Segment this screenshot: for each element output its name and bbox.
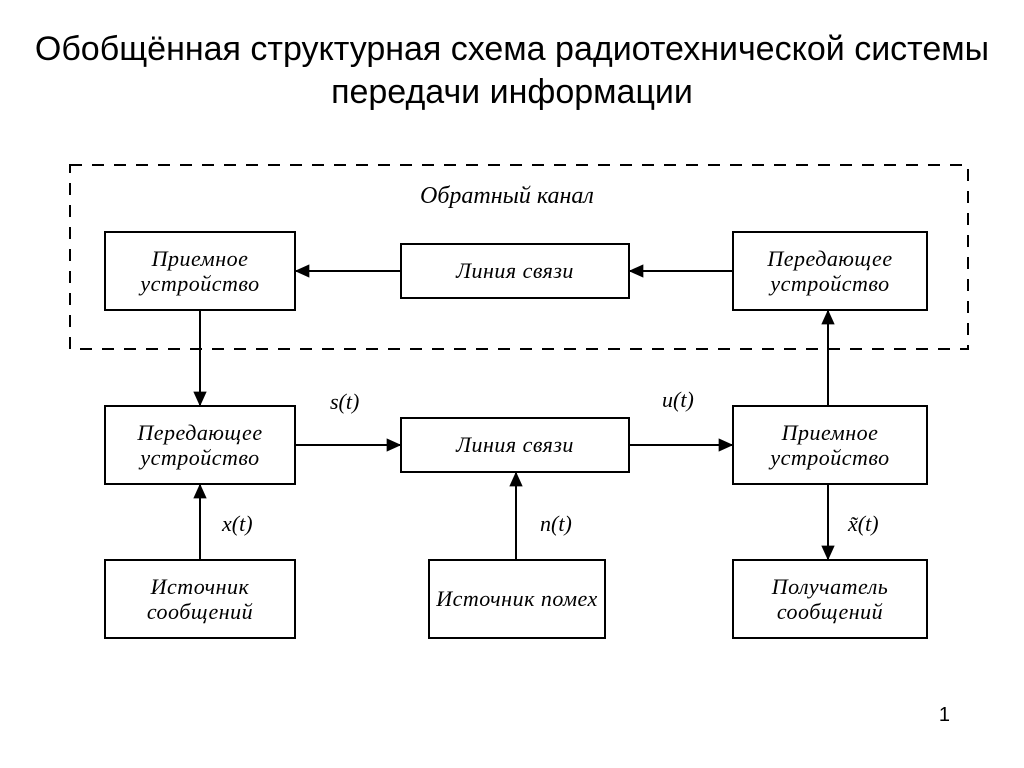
page-number: 1 bbox=[939, 704, 950, 727]
diagram-stage: Обратный канал Приемное устройство Линия… bbox=[0, 113, 1024, 733]
label-u-t: u(t) bbox=[662, 387, 694, 413]
node-line-top: Линия связи bbox=[400, 243, 630, 299]
node-rx-top: Приемное устройство bbox=[104, 231, 296, 311]
node-tx-top: Передающее устройство bbox=[732, 231, 928, 311]
label-n-t: n(t) bbox=[540, 511, 572, 537]
node-line-bot: Линия связи bbox=[400, 417, 630, 473]
feedback-channel-label: Обратный канал bbox=[420, 183, 594, 210]
page-title: Обобщённая структурная схема радиотехнич… bbox=[0, 0, 1024, 113]
label-xt-t: x̃(t) bbox=[848, 511, 879, 537]
node-src-noise: Источник помех bbox=[428, 559, 606, 639]
node-src-msg: Источник сообщений bbox=[104, 559, 296, 639]
node-tx-bot: Передающее устройство bbox=[104, 405, 296, 485]
label-s-t: s(t) bbox=[330, 389, 359, 415]
label-x-t: x(t) bbox=[222, 511, 253, 537]
node-rx-bot: Приемное устройство bbox=[732, 405, 928, 485]
node-dst-msg: Получатель сообщений bbox=[732, 559, 928, 639]
